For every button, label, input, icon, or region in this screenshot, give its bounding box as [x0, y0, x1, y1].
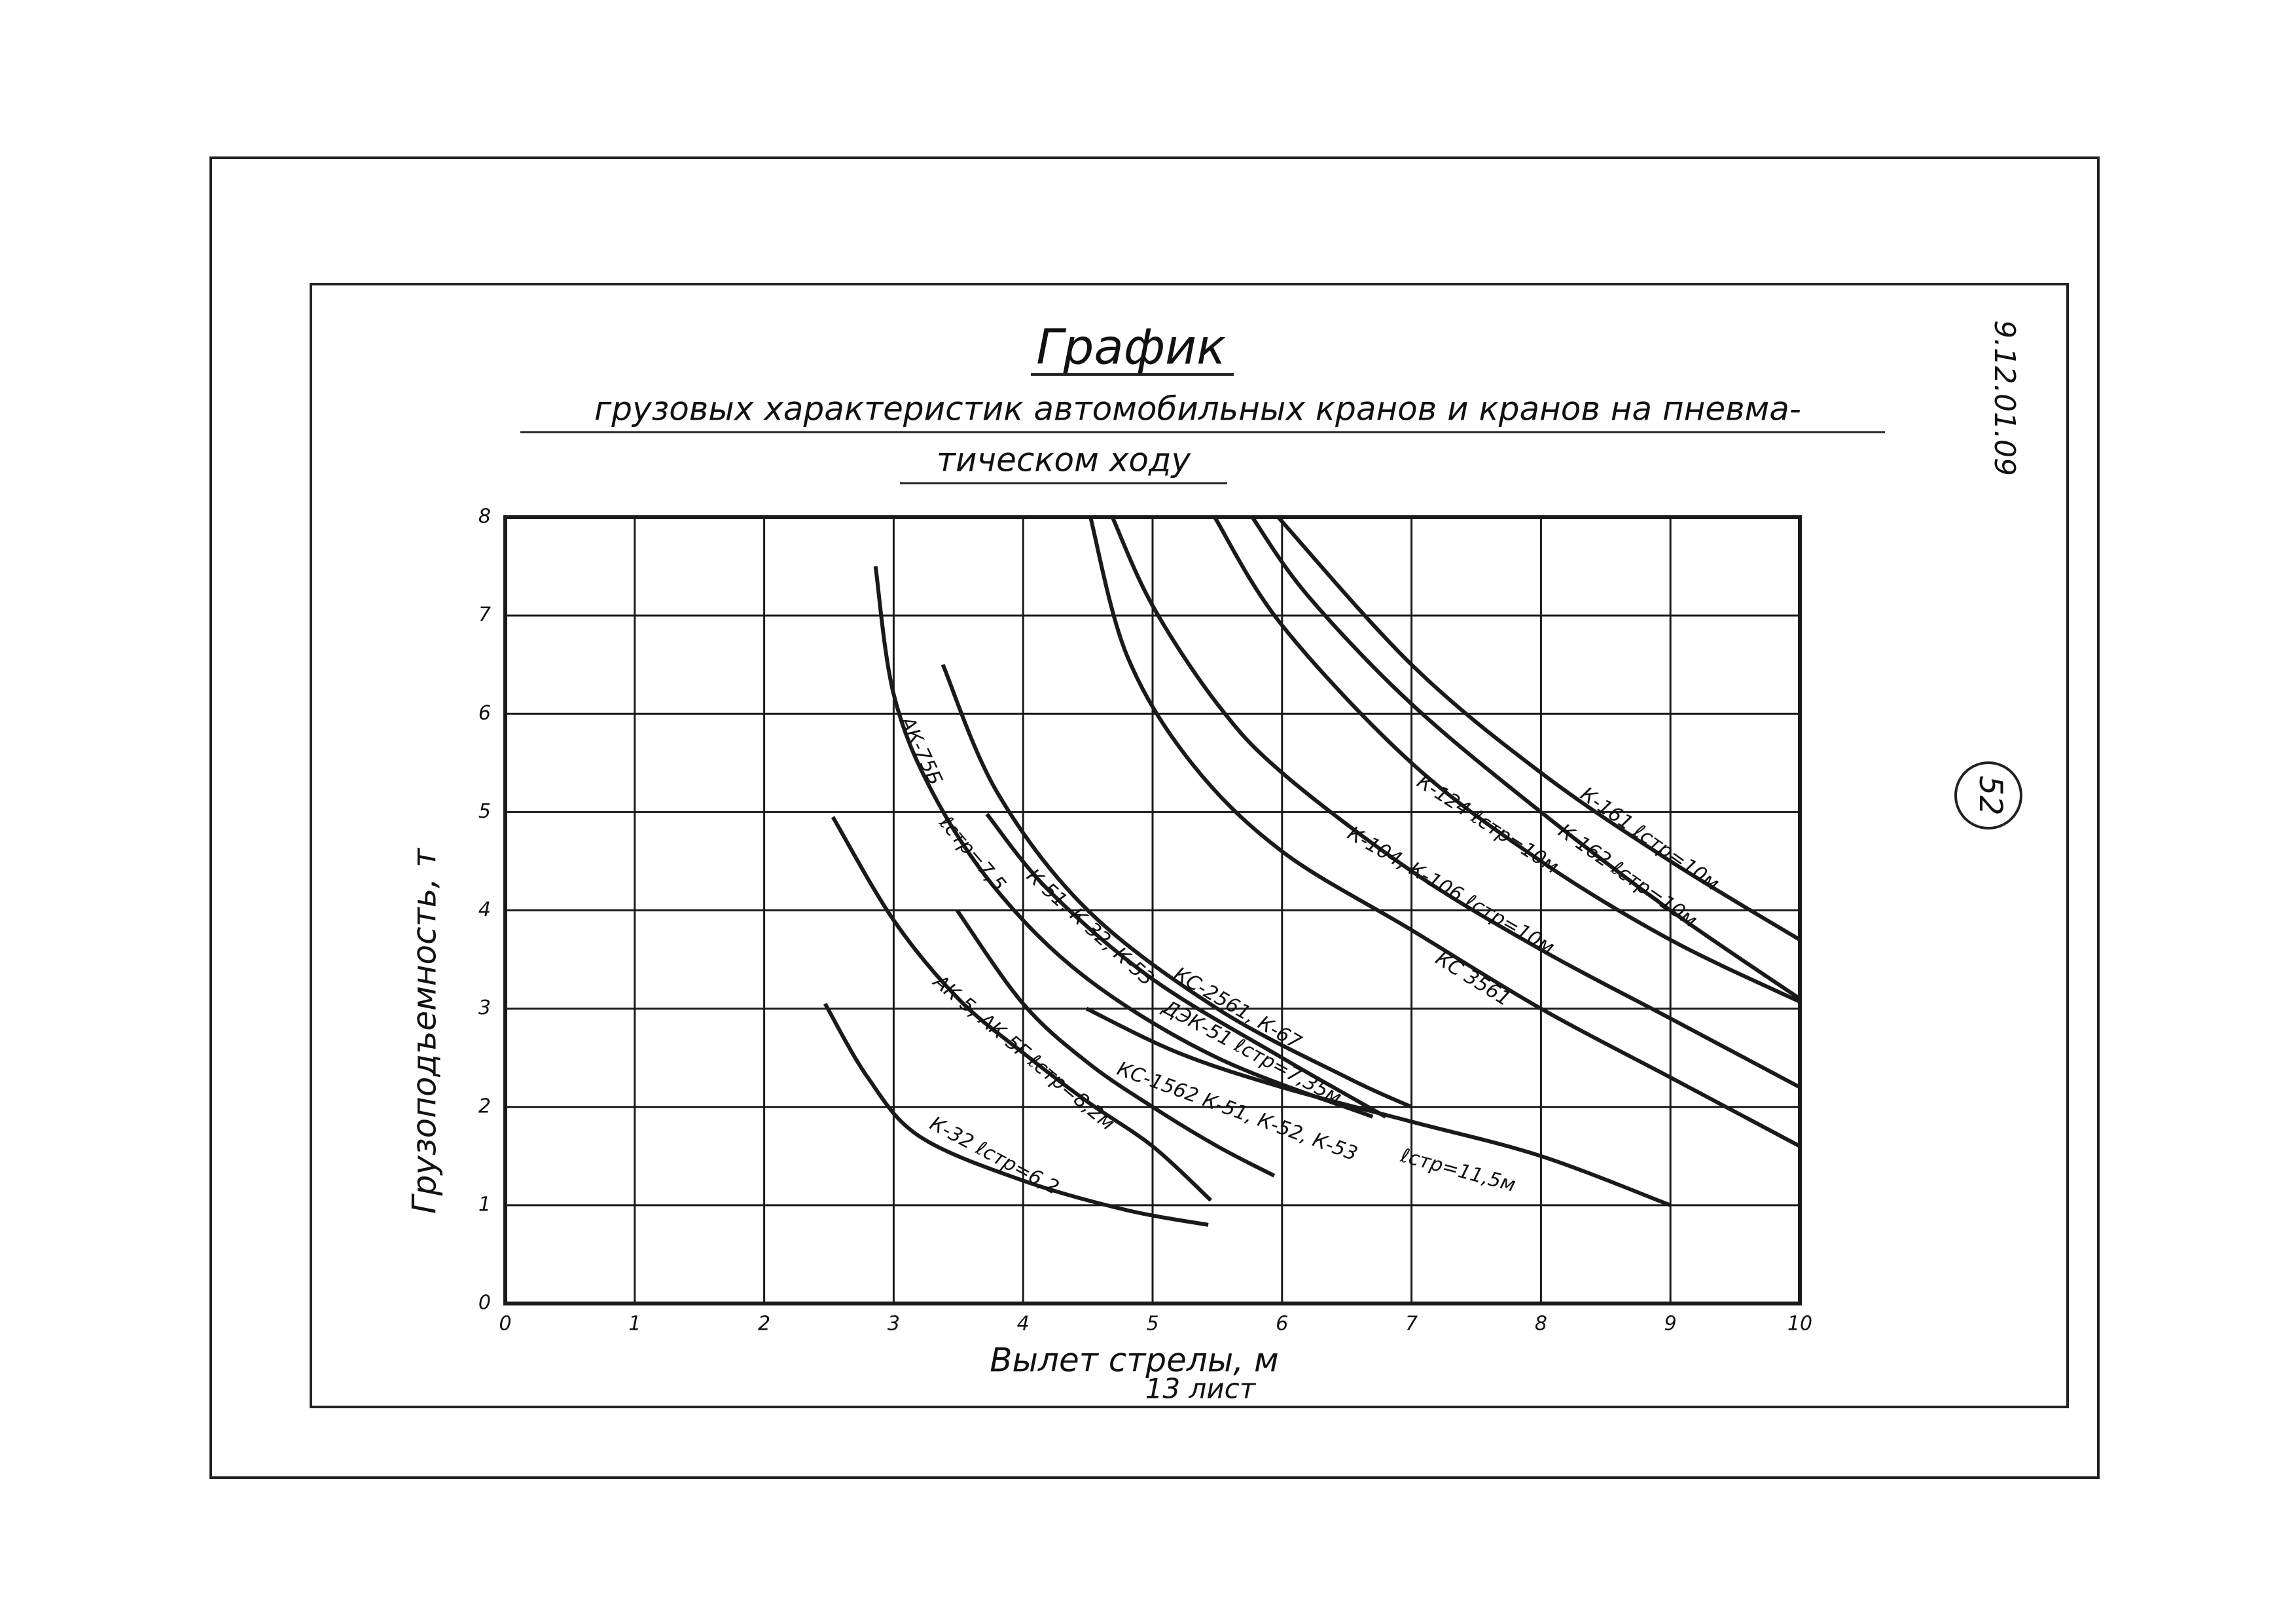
x-tick-label: 10	[1787, 1313, 1812, 1336]
curve-label: КС 3561	[1431, 947, 1515, 1012]
curve-label: ℓстр=11,5м	[1397, 1144, 1518, 1197]
y-tick-label: 8	[478, 505, 491, 528]
x-tick-label: 2	[758, 1313, 770, 1336]
inner-frame	[310, 283, 2069, 1408]
crane-curve	[955, 909, 1276, 1178]
page-circle	[1954, 761, 2022, 830]
curve-label: ℓстр=7,5	[934, 811, 1010, 896]
curve-label: АК-75Б	[895, 712, 947, 789]
crane-curve	[831, 816, 1213, 1202]
crane-curve	[1110, 516, 1801, 1089]
y-tick-label: 6	[478, 702, 491, 725]
crane-curve	[823, 1002, 1209, 1227]
y-tick-label: 1	[478, 1193, 491, 1216]
x-tick-label: 7	[1405, 1313, 1418, 1336]
outer-frame	[209, 156, 2100, 1479]
x-tick-label: 0	[499, 1313, 511, 1336]
x-tick-label: 3	[888, 1313, 900, 1336]
chart-title: График	[1036, 319, 1226, 376]
y-axis-label: Грузоподъемность, т	[406, 847, 444, 1214]
curve-label: К-51, К-32, К-53	[1022, 864, 1158, 991]
crane-curve	[1088, 517, 1801, 1148]
x-tick-label: 5	[1146, 1313, 1158, 1336]
crane-curve	[1276, 515, 1801, 942]
x-tick-label: 8	[1535, 1313, 1547, 1336]
crane-curve	[1085, 1006, 1672, 1207]
x-tick-label: 6	[1276, 1313, 1288, 1336]
x-tick-label: 9	[1664, 1313, 1677, 1336]
y-tick-label: 2	[478, 1095, 491, 1118]
subtitle-line: грузовых характеристик автомобильных кра…	[594, 390, 1801, 428]
crane-curve	[941, 664, 1412, 1109]
crane-curve	[985, 812, 1387, 1119]
page-number: 52	[1972, 775, 2009, 815]
sheet-label: 13 лист	[1145, 1373, 1257, 1405]
subtitle-line: тическом ходу	[937, 441, 1192, 479]
plot-border	[503, 515, 1802, 1305]
y-tick-label: 3	[478, 996, 491, 1019]
curve-label: К-32 ℓстр=6,2	[926, 1112, 1063, 1199]
doc-code: 9.12.01.09	[1988, 320, 2021, 476]
x-tick-label: 4	[1017, 1313, 1030, 1336]
y-tick-label: 7	[478, 604, 491, 627]
crane-curve	[1250, 516, 1801, 1001]
crane-curve	[1213, 516, 1801, 1004]
x-tick-label: 1	[628, 1313, 641, 1336]
crane-curve	[873, 566, 1374, 1119]
y-tick-label: 0	[478, 1292, 491, 1315]
y-tick-label: 5	[478, 800, 491, 823]
y-tick-label: 4	[478, 898, 491, 921]
x-axis-label: Вылет стрелы, м	[990, 1341, 1279, 1379]
